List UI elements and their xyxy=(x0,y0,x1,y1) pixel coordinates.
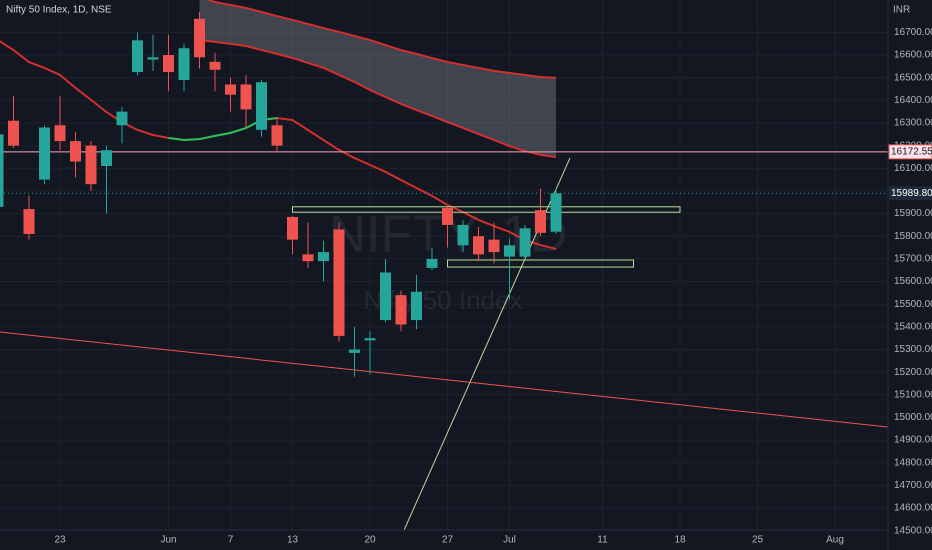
candle-body xyxy=(8,120,19,146)
candle-body xyxy=(0,134,4,207)
y-tick-label: 16700.00 xyxy=(894,27,932,38)
candle-body xyxy=(395,295,407,325)
candle-body xyxy=(364,338,376,341)
chart-title: Nifty 50 Index, 1D, NSE xyxy=(6,5,112,16)
y-tick-label: 14500.00 xyxy=(894,525,932,536)
candle-body xyxy=(209,61,221,70)
candle-body xyxy=(488,239,500,253)
candle-body xyxy=(302,254,314,262)
y-tick-label: 15400.00 xyxy=(894,321,932,332)
x-tick-label: 11 xyxy=(597,535,608,546)
y-tick-label: 15100.00 xyxy=(894,389,932,400)
candle-body xyxy=(442,207,453,225)
x-tick-label: 25 xyxy=(752,535,764,546)
candle-body xyxy=(194,18,205,58)
x-tick-label: 13 xyxy=(287,535,299,546)
candle-body xyxy=(70,141,81,162)
candle-body xyxy=(132,40,143,73)
y-tick-label: 15200.00 xyxy=(894,367,932,378)
price-label: 16172.55 xyxy=(891,146,932,157)
y-tick-label: 16400.00 xyxy=(894,95,932,106)
y-tick-label: 15900.00 xyxy=(894,208,932,219)
candle-body xyxy=(54,125,66,142)
y-tick-label: 15700.00 xyxy=(894,254,932,265)
band-line xyxy=(206,0,557,79)
zone-rect xyxy=(447,259,634,268)
x-tick-label: 18 xyxy=(674,535,686,546)
candle-body xyxy=(535,210,546,233)
price-label: 15989.80 xyxy=(891,188,932,199)
y-tick-label: 14900.00 xyxy=(894,435,932,446)
candle-body xyxy=(225,84,236,95)
candle-body xyxy=(240,84,252,110)
x-tick-label: 7 xyxy=(228,535,234,546)
x-tick-label: Aug xyxy=(826,535,844,546)
y-tick-label: 14600.00 xyxy=(894,503,932,514)
candle-body xyxy=(504,245,515,257)
candle-body xyxy=(380,272,391,321)
trend-line xyxy=(0,331,888,428)
candle-body xyxy=(116,111,128,126)
band-line xyxy=(199,39,557,158)
y-tick-label: 16100.00 xyxy=(894,163,932,174)
y-tick-label: 16300.00 xyxy=(894,118,932,129)
price-label-box xyxy=(889,186,932,201)
candle-body xyxy=(256,82,267,130)
candle-body xyxy=(147,57,159,60)
y-tick-label: 14800.00 xyxy=(894,457,932,468)
candle-body xyxy=(318,252,329,262)
zone-rect xyxy=(292,206,681,213)
y-tick-label: 16600.00 xyxy=(894,50,932,61)
price-label-box xyxy=(888,144,932,160)
candle-body xyxy=(271,125,283,146)
x-tick-label: Jul xyxy=(503,535,516,546)
y-tick-label: 15800.00 xyxy=(894,231,932,242)
candle-body xyxy=(411,291,422,321)
y-tick-label: 16500.00 xyxy=(894,72,932,83)
y-tick-label: 14700.00 xyxy=(894,480,932,491)
band-fill xyxy=(199,0,556,157)
candle-body xyxy=(349,349,360,353)
y-tick-label: 15300.00 xyxy=(894,344,932,355)
y-tick-label: 15500.00 xyxy=(894,299,932,310)
candle-body xyxy=(550,193,562,232)
candle-body xyxy=(101,150,112,167)
x-tick-label: Jun xyxy=(160,535,176,546)
x-tick-label: 27 xyxy=(442,535,454,546)
x-tick-label: 20 xyxy=(364,535,376,546)
candle-body xyxy=(39,127,50,180)
candle-body xyxy=(85,145,97,185)
candle-body xyxy=(163,55,174,73)
candle-body xyxy=(333,229,345,336)
candle-body xyxy=(426,258,438,268)
candle-body xyxy=(457,224,469,246)
candle-body xyxy=(23,209,35,234)
axes: 14500.00 14600.00 14700.00 14800.00 14900.00… xyxy=(54,27,932,546)
candle-body xyxy=(519,228,531,257)
unit-label: INR xyxy=(893,5,910,16)
candle-body xyxy=(473,236,484,255)
candle-body xyxy=(178,48,190,80)
y-tick-label: 15000.00 xyxy=(894,412,932,423)
y-tick-label: 15600.00 xyxy=(894,276,932,287)
x-tick-label: 23 xyxy=(54,535,66,546)
candle-body xyxy=(287,216,298,240)
